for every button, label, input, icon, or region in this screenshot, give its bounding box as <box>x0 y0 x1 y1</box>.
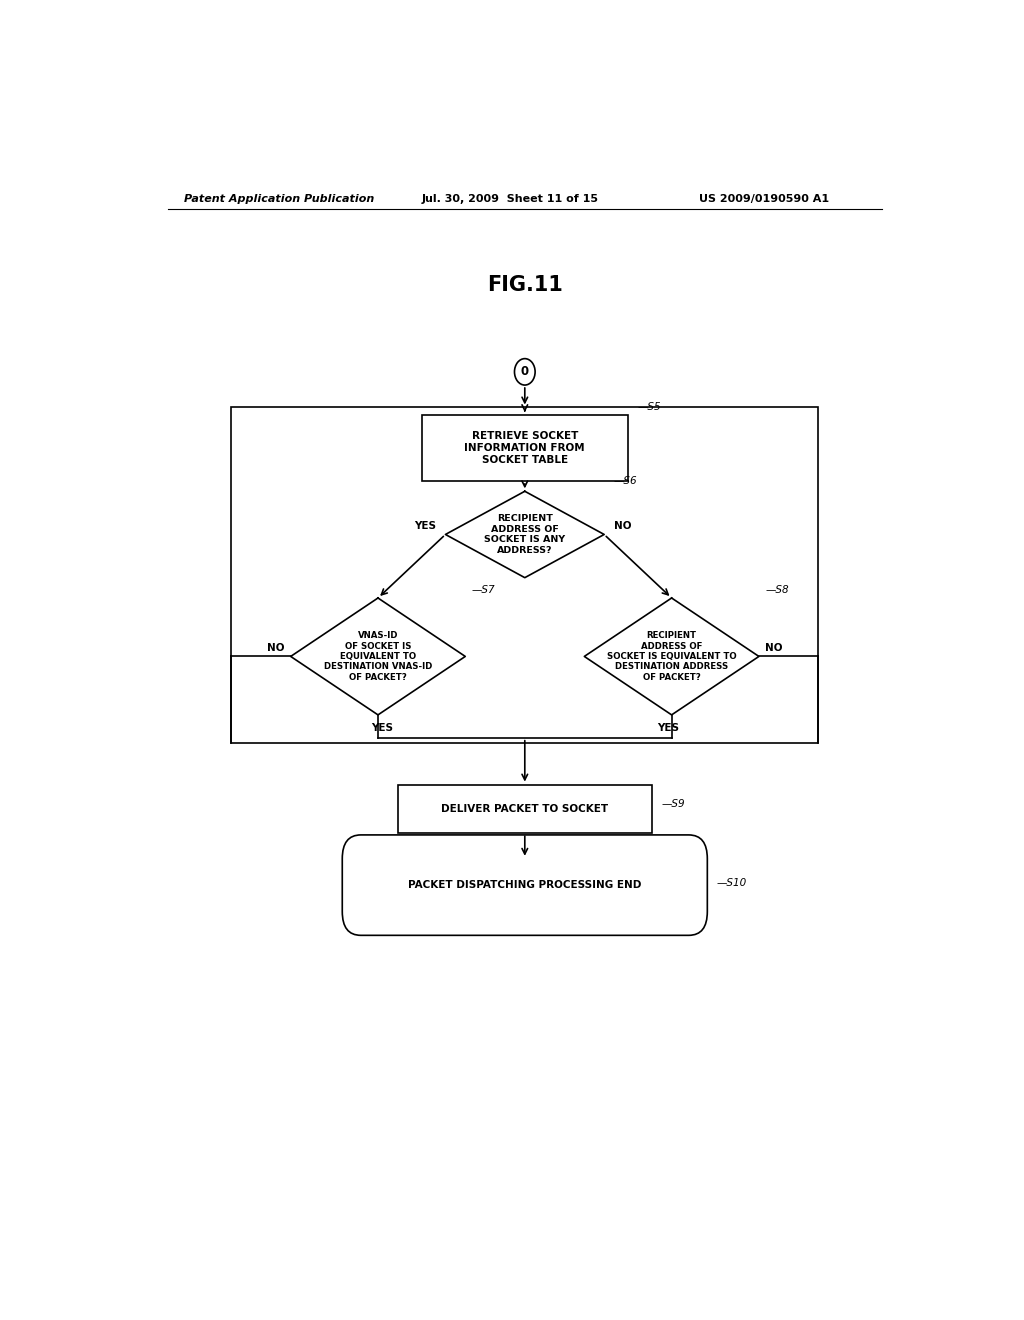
Polygon shape <box>585 598 759 715</box>
Text: 0: 0 <box>521 366 528 379</box>
Text: NO: NO <box>267 643 285 653</box>
Text: RECIPIENT
ADDRESS OF
SOCKET IS ANY
ADDRESS?: RECIPIENT ADDRESS OF SOCKET IS ANY ADDRE… <box>484 515 565 554</box>
Circle shape <box>514 359 536 385</box>
Text: YES: YES <box>656 723 679 733</box>
Text: DELIVER PACKET TO SOCKET: DELIVER PACKET TO SOCKET <box>441 804 608 814</box>
Text: FIG.11: FIG.11 <box>486 276 563 296</box>
Polygon shape <box>445 491 604 578</box>
Text: —S7: —S7 <box>472 585 496 595</box>
Text: —S8: —S8 <box>765 585 788 595</box>
Polygon shape <box>291 598 465 715</box>
Text: PACKET DISPATCHING PROCESSING END: PACKET DISPATCHING PROCESSING END <box>409 880 641 890</box>
Text: VNAS-ID
OF SOCKET IS
EQUIVALENT TO
DESTINATION VNAS-ID
OF PACKET?: VNAS-ID OF SOCKET IS EQUIVALENT TO DESTI… <box>324 631 432 681</box>
Text: US 2009/0190590 A1: US 2009/0190590 A1 <box>699 194 829 205</box>
Text: RECIPIENT
ADDRESS OF
SOCKET IS EQUIVALENT TO
DESTINATION ADDRESS
OF PACKET?: RECIPIENT ADDRESS OF SOCKET IS EQUIVALEN… <box>607 631 736 681</box>
Text: YES: YES <box>371 723 393 733</box>
Text: —S10: —S10 <box>717 878 748 888</box>
Text: Jul. 30, 2009  Sheet 11 of 15: Jul. 30, 2009 Sheet 11 of 15 <box>422 194 599 205</box>
Text: —S5: —S5 <box>638 403 662 412</box>
FancyBboxPatch shape <box>342 836 708 936</box>
FancyBboxPatch shape <box>397 784 651 833</box>
Text: RETRIEVE SOCKET
INFORMATION FROM
SOCKET TABLE: RETRIEVE SOCKET INFORMATION FROM SOCKET … <box>465 430 585 466</box>
Text: —S6: —S6 <box>613 477 637 486</box>
Text: Patent Application Publication: Patent Application Publication <box>183 194 374 205</box>
Text: —S9: —S9 <box>662 799 685 809</box>
Text: NO: NO <box>613 521 631 532</box>
Text: NO: NO <box>765 643 782 653</box>
Bar <box>231 408 818 743</box>
Text: YES: YES <box>414 521 436 532</box>
FancyBboxPatch shape <box>422 414 628 480</box>
